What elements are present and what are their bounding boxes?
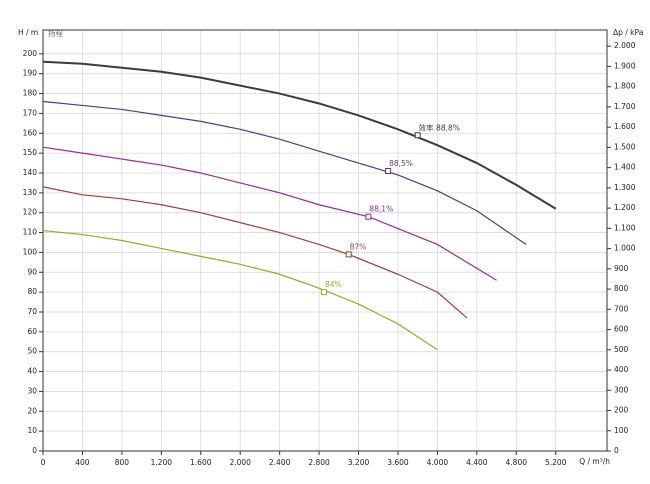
y-tick-label: 140	[23, 168, 38, 177]
y-tick-label: 80	[27, 287, 37, 296]
x-tick-label: 4.000	[427, 458, 449, 467]
y-axis-label: H / m	[18, 28, 38, 37]
curve	[42, 229, 438, 351]
y-tick-label: 200	[23, 49, 38, 58]
y2-tick-label: 300	[614, 385, 629, 394]
x-tick-label: 2.400	[269, 458, 291, 467]
x-tick-label: 1.600	[190, 458, 212, 467]
y-tick-label: 40	[27, 367, 37, 376]
x-tick-label: 4.400	[466, 458, 488, 467]
y-tick-label: 190	[23, 69, 38, 78]
efficiency-label: 88,5%	[389, 159, 413, 168]
x-tick-label: 2.000	[229, 458, 251, 467]
efficiency-label: 87%	[350, 242, 367, 251]
efficiency-point	[414, 132, 421, 139]
x-tick-label: 400	[75, 458, 90, 467]
y-tick-label: 130	[23, 188, 38, 197]
x-tick-label: 4.800	[506, 458, 528, 467]
y-tick-label: 150	[23, 148, 38, 157]
efficiency-point	[321, 289, 328, 296]
y-tick-label: 160	[23, 128, 38, 137]
efficiency-label: 效率 88,8%	[419, 122, 460, 132]
efficiency-point	[345, 251, 352, 258]
x-tick-label: 1.200	[151, 458, 173, 467]
x-tick-label: 0	[41, 458, 46, 467]
x-tick-label: 5.200	[545, 458, 567, 467]
y2-tick-label: 800	[614, 284, 629, 293]
y2-tick-label: 1.600	[614, 122, 636, 131]
y2-tick-label: 1.900	[614, 61, 636, 70]
y2-axis-label: Δp / kPa	[613, 28, 643, 37]
y2-tick-label: 400	[614, 365, 629, 374]
y2-tick-label: 900	[614, 264, 629, 273]
curve	[42, 146, 497, 281]
curve	[42, 186, 468, 319]
y2-tick-label: 500	[614, 345, 629, 354]
y2-tick-label: 0	[614, 446, 619, 455]
x-tick-label: 3.600	[387, 458, 409, 467]
x-tick-label: 800	[115, 458, 130, 467]
efficiency-label: 84%	[325, 280, 342, 289]
y2-tick-label: 1.200	[614, 203, 636, 212]
y2-tick-label: 1.000	[614, 244, 636, 253]
y-tick-label: 120	[23, 208, 38, 217]
y-tick-label: 180	[23, 89, 38, 98]
x-tick-label: 3.200	[348, 458, 370, 467]
y-tick-label: 170	[23, 108, 38, 117]
x-axis-label: Q / m³/h	[579, 457, 610, 466]
y-tick-label: 70	[27, 307, 37, 316]
efficiency-point	[365, 213, 372, 220]
y-axis-sublabel: 扬程	[48, 28, 63, 38]
y-tick-label: 60	[27, 327, 37, 336]
x-tick-label: 2.800	[308, 458, 330, 467]
efficiency-label: 88,1%	[369, 205, 393, 214]
y-tick-label: 110	[23, 228, 38, 237]
y-tick-label: 90	[27, 267, 37, 276]
y-tick-label: 10	[27, 426, 37, 435]
y-tick-label: 20	[27, 406, 37, 415]
y2-tick-label: 700	[614, 304, 629, 313]
y-tick-label: 30	[27, 386, 37, 395]
y2-tick-label: 600	[614, 325, 629, 334]
efficiency-point	[385, 167, 392, 174]
curve	[42, 60, 557, 210]
y-tick-label: 50	[27, 347, 37, 356]
y-tick-label: 100	[23, 247, 38, 256]
plot-frame	[42, 29, 608, 452]
y2-tick-label: 1.500	[614, 142, 636, 151]
y2-tick-label: 1.300	[614, 183, 636, 192]
curve	[42, 100, 527, 245]
y2-tick-label: 2.000	[614, 41, 636, 50]
y2-tick-label: 1.800	[614, 82, 636, 91]
y-tick-label: 0	[32, 446, 37, 455]
y2-tick-label: 100	[614, 426, 629, 435]
y2-tick-label: 1.700	[614, 102, 636, 111]
y2-tick-label: 1.400	[614, 163, 636, 172]
y2-tick-label: 1.100	[614, 223, 636, 232]
y2-tick-label: 200	[614, 406, 629, 415]
